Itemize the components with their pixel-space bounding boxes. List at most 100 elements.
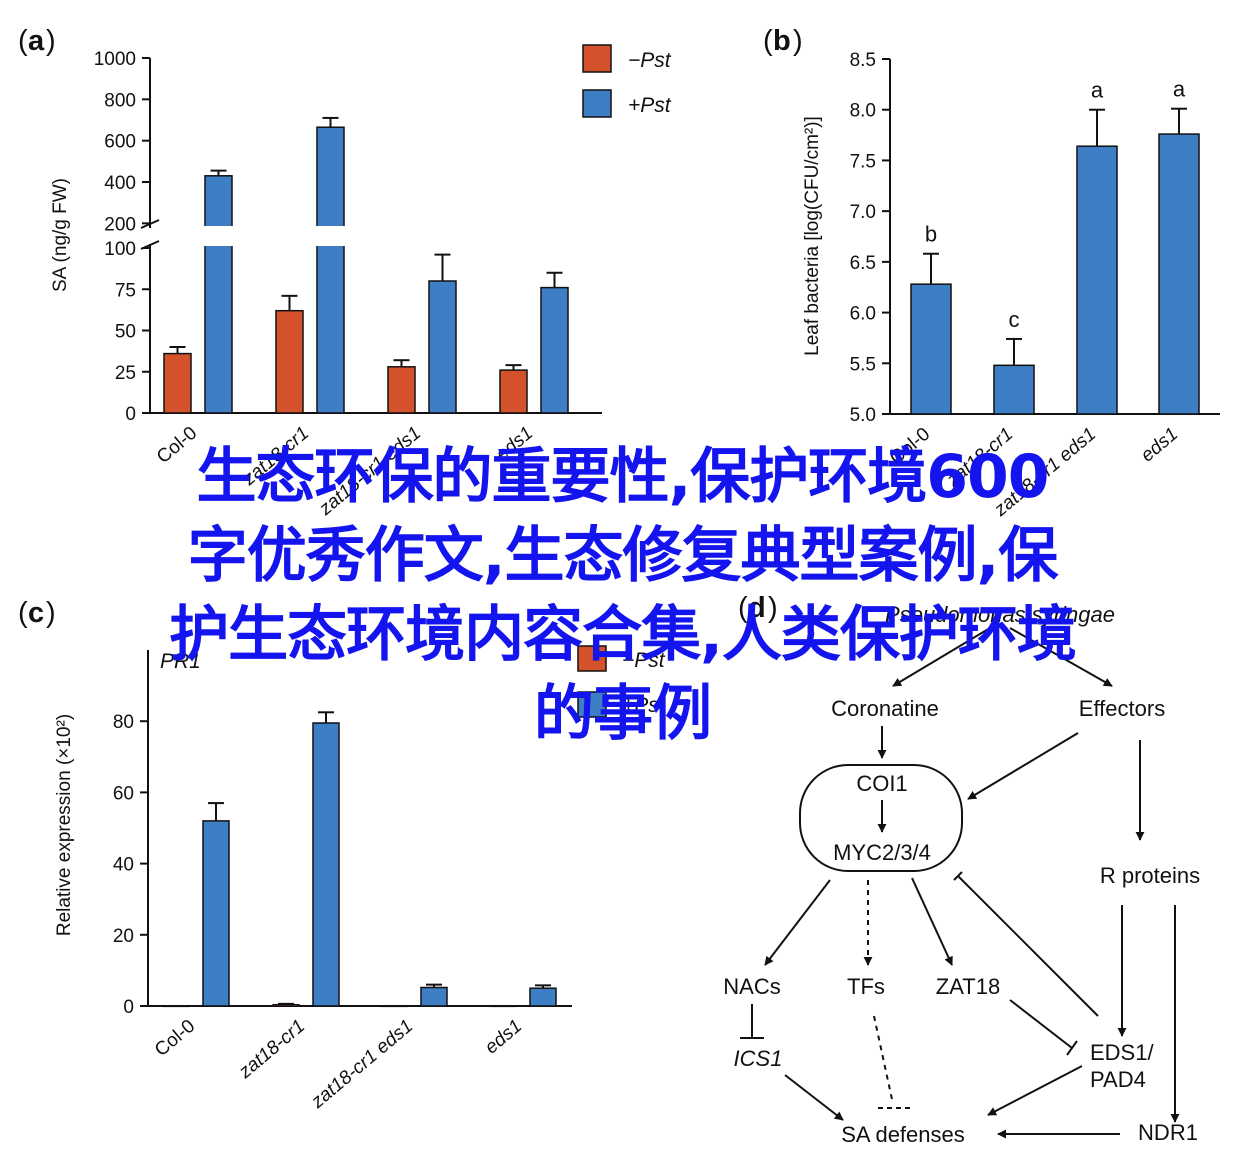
node-effectors: Effectors	[1079, 696, 1165, 721]
panel-a-ytick-25: 25	[115, 363, 136, 384]
panel-a-ytick-0: 0	[125, 404, 136, 425]
panel-b-letter: b	[773, 25, 791, 57]
node-r-proteins: R proteins	[1100, 863, 1200, 888]
panel-c-legend-label-plus-pst: +Pst	[622, 694, 666, 717]
panel-b-ytick-8-5: 8.5	[850, 50, 876, 71]
panel-a-bar-minus-pst-eds1	[499, 369, 528, 414]
panel-b-ytick-5-5: 5.5	[850, 354, 876, 375]
panel-c-bar-plus-pst-zat18-cr1-eds1	[420, 986, 448, 1007]
panel-d-diagram: ( d ) Pseudomonas syringae Coronatine Ef…	[723, 592, 1200, 1147]
panel-b-ytick-7-5: 7.5	[850, 151, 876, 172]
node-nacs: NACs	[723, 974, 780, 999]
panel-b-ytick-8-0: 8.0	[850, 101, 876, 122]
panel-b-significance-col-0: b	[925, 222, 937, 247]
panel-a-ytick-75: 75	[115, 280, 136, 301]
panel-c-xtick-eds1: eds1	[481, 1016, 526, 1059]
panel-a-bar-break-gap-zat18-cr1	[315, 226, 346, 246]
legend-label-minus-pst: −Pst	[628, 49, 672, 72]
edge-eds1-sa	[987, 1065, 1083, 1116]
svg-text:): )	[768, 592, 778, 624]
svg-text:(: (	[18, 25, 28, 57]
panel-b-bar-zat18-cr1-eds1	[1076, 145, 1118, 415]
svg-text:): )	[793, 25, 803, 57]
panel-b-bar-col-0	[910, 283, 952, 415]
panel-b-ytick-6-5: 6.5	[850, 253, 876, 274]
panel-b-bar-eds1	[1158, 133, 1200, 415]
panel-a-bar-minus-pst-col-0	[163, 352, 192, 414]
panel-c-legend-swatch-plus-pst	[577, 691, 607, 718]
panel-a-ytick-600: 600	[104, 132, 136, 153]
overlay-line-3: 护生态环境内容合集,人类保护环境	[169, 600, 1077, 670]
panel-b-significance-zat18-cr1-eds1: a	[1091, 78, 1104, 103]
panel-a-bar-plus-pst-zat18-cr1	[316, 126, 345, 414]
legend-swatch-plus-pst	[582, 89, 612, 118]
panel-c-legend-label-minus-pst: −Pst	[622, 649, 666, 672]
panel-c-bar-minus-pst-col-0	[162, 1005, 190, 1008]
edge-ics1-sa	[784, 1074, 844, 1121]
panel-b-significance-zat18-cr1: c	[1009, 307, 1020, 332]
node-eds1: EDS1/	[1090, 1040, 1154, 1065]
panel-d-letter: d	[748, 592, 766, 624]
panel-c-bar-minus-pst-eds1	[489, 1005, 517, 1008]
edge-eds1-inhibits-myc	[957, 875, 1099, 1017]
panel-a-bar-plus-pst-zat18-cr1-eds1	[428, 280, 457, 414]
node-coi1: COI1	[856, 771, 907, 796]
panel-c-legend-swatch-minus-pst	[577, 645, 607, 672]
node-zat18: ZAT18	[936, 974, 1000, 999]
panel-a-bar-plus-pst-eds1	[540, 286, 569, 414]
node-pad4: PAD4	[1090, 1067, 1146, 1092]
panel-b-ytick-5-0: 5.0	[850, 405, 876, 426]
node-ndr1: NDR1	[1138, 1120, 1198, 1145]
edge-pst-coronatine	[892, 627, 991, 687]
panel-c-xtick-col-0: Col-0	[151, 1016, 199, 1061]
edge-myc-nacs	[764, 879, 831, 966]
panel-a-bar-minus-pst-zat18-cr1	[275, 309, 304, 414]
panel-c-bar-minus-pst-zat18-cr1-eds1	[380, 1005, 408, 1008]
svg-text:): )	[46, 25, 56, 57]
panel-a-bar-plus-pst-col-0	[204, 175, 233, 414]
panel-c-ytick-80: 80	[113, 712, 134, 733]
panel-c-xtick-zat18-cr1-eds1: zat18-cr1 eds1	[307, 1016, 418, 1114]
panel-a-ytick-800: 800	[104, 90, 136, 111]
overlay-line-4: 的事例	[534, 679, 712, 749]
edge-tfs-inhibits-sa	[873, 1015, 894, 1105]
panel-c-ytick-60: 60	[113, 783, 134, 804]
coi1-complex-box	[799, 764, 963, 872]
panel-b-bar-zat18-cr1	[993, 364, 1035, 415]
node-tfs: TFs	[847, 974, 885, 999]
edge-myc-zat18	[911, 877, 953, 966]
edge-effectors-coi1	[967, 732, 1079, 800]
legend-label-plus-pst: +Pst	[628, 94, 672, 117]
diagram-edges	[740, 627, 1180, 1139]
panel-b-ytick-7-0: 7.0	[850, 202, 876, 223]
legend-swatch-minus-pst	[582, 44, 612, 73]
panel-b-ylabel: Leaf bacteria [log(CFU/cm²)]	[802, 116, 823, 356]
node-myc: MYC2/3/4	[833, 840, 931, 865]
overlay-line-2: 字优秀作文,生态修复典型案例,保	[187, 521, 1059, 591]
panel-a-ytick-1000: 1000	[94, 49, 136, 70]
svg-text:(: (	[763, 25, 773, 57]
node-ics1: ICS1	[734, 1046, 783, 1071]
panel-c-bar-plus-pst-eds1	[529, 987, 557, 1007]
node-pseudomonas: Pseudomonas syringae	[885, 602, 1115, 627]
panel-c-ytick-0: 0	[123, 997, 134, 1018]
panel-b-ytick-6-0: 6.0	[850, 304, 876, 325]
panel-c-bar-plus-pst-col-0	[202, 820, 230, 1007]
panel-c-gene-label: PR1	[160, 650, 201, 673]
panel-a-ytick-100: 100	[104, 239, 136, 260]
panel-c-ytick-40: 40	[113, 855, 134, 876]
node-coronatine: Coronatine	[831, 696, 939, 721]
svg-text:(: (	[18, 597, 28, 629]
watermark-title-overlay: 生态环保的重要性,保护环境600 字优秀作文,生态修复典型案例,保 护生态环境内…	[0, 438, 1245, 754]
panel-a-letter: a	[28, 25, 45, 57]
edge-zat18-inhibits-eds1	[1009, 999, 1073, 1049]
node-sa-defenses: SA defenses	[841, 1122, 965, 1147]
panel-c-letter: c	[28, 597, 44, 629]
panel-a-ylabel: SA (ng/g FW)	[50, 178, 71, 292]
panel-a-bar-break-gap-col-0	[203, 226, 234, 246]
panel-a-ytick-200: 200	[104, 214, 136, 235]
edge-pst-effectors	[1009, 627, 1113, 687]
panel-a-bar-minus-pst-zat18-cr1-eds1	[387, 366, 416, 414]
panel-c-ytick-20: 20	[113, 926, 134, 947]
panel-a-ytick-400: 400	[104, 173, 136, 194]
